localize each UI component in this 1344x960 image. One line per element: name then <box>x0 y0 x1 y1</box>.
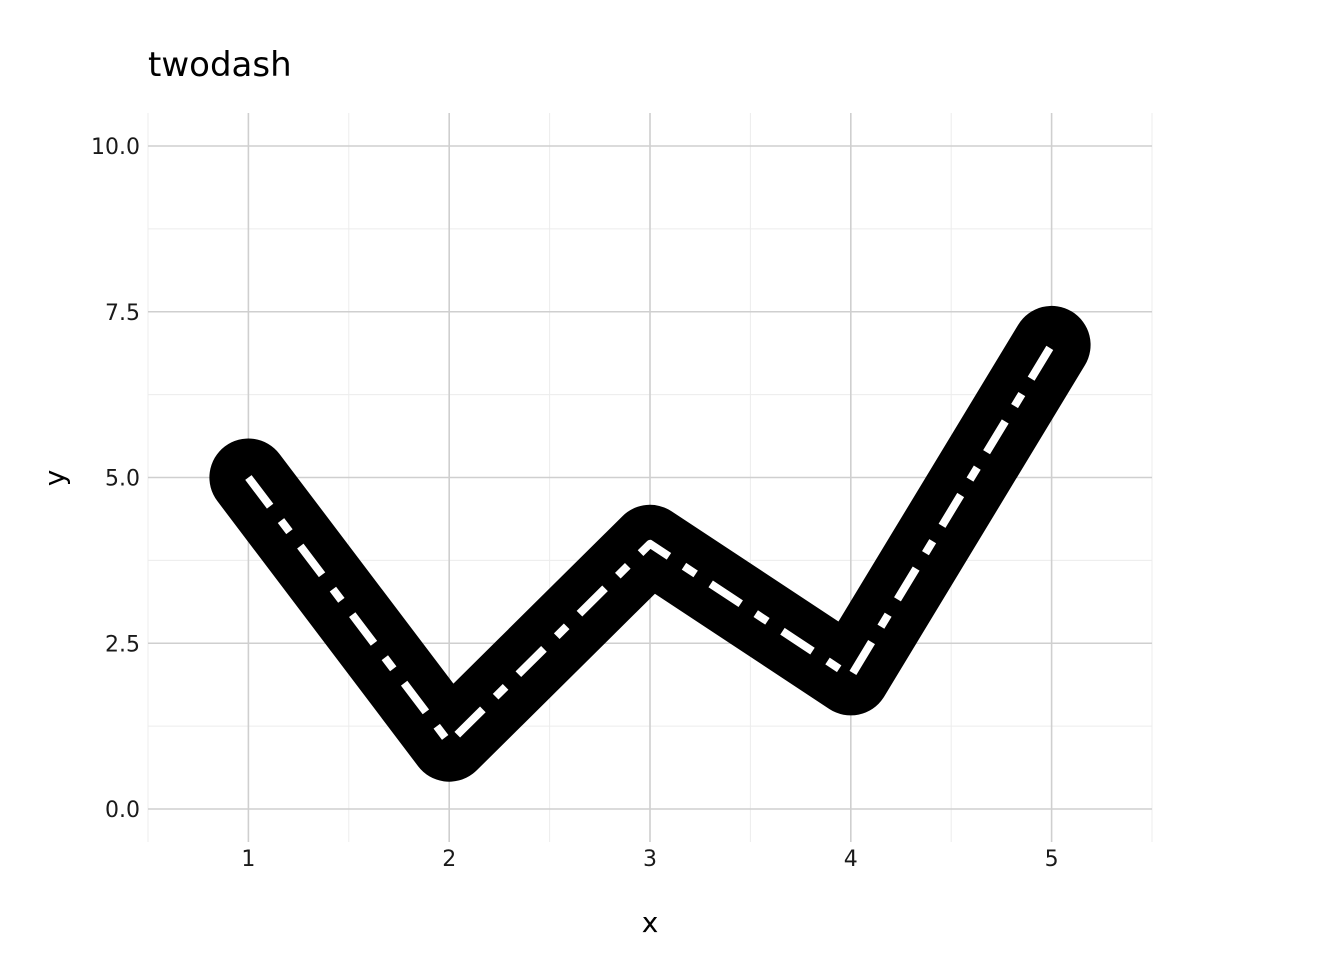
series-layer <box>209 305 1091 782</box>
chart-title: twodash <box>148 45 292 85</box>
y-axis-title: y <box>38 470 71 487</box>
x-tick-label: 5 <box>1045 847 1059 872</box>
y-tick-label: 0.0 <box>105 798 140 823</box>
y-tick-label: 7.5 <box>105 301 140 326</box>
y-tick-label: 5.0 <box>105 467 140 492</box>
x-tick-label: 2 <box>442 847 456 872</box>
grid <box>147 113 1153 842</box>
x-tick-label: 1 <box>241 847 255 872</box>
y-tick-label: 10.0 <box>91 135 140 160</box>
y-tick-label: 2.5 <box>105 632 140 657</box>
x-axis-title: x <box>642 906 659 939</box>
x-tick-label: 4 <box>844 847 858 872</box>
x-axis-ticks: 1 2 3 4 5 <box>241 847 1058 872</box>
x-tick-label: 3 <box>643 847 657 872</box>
y-axis-ticks: 0.0 2.5 5.0 7.5 10.0 <box>91 135 140 823</box>
